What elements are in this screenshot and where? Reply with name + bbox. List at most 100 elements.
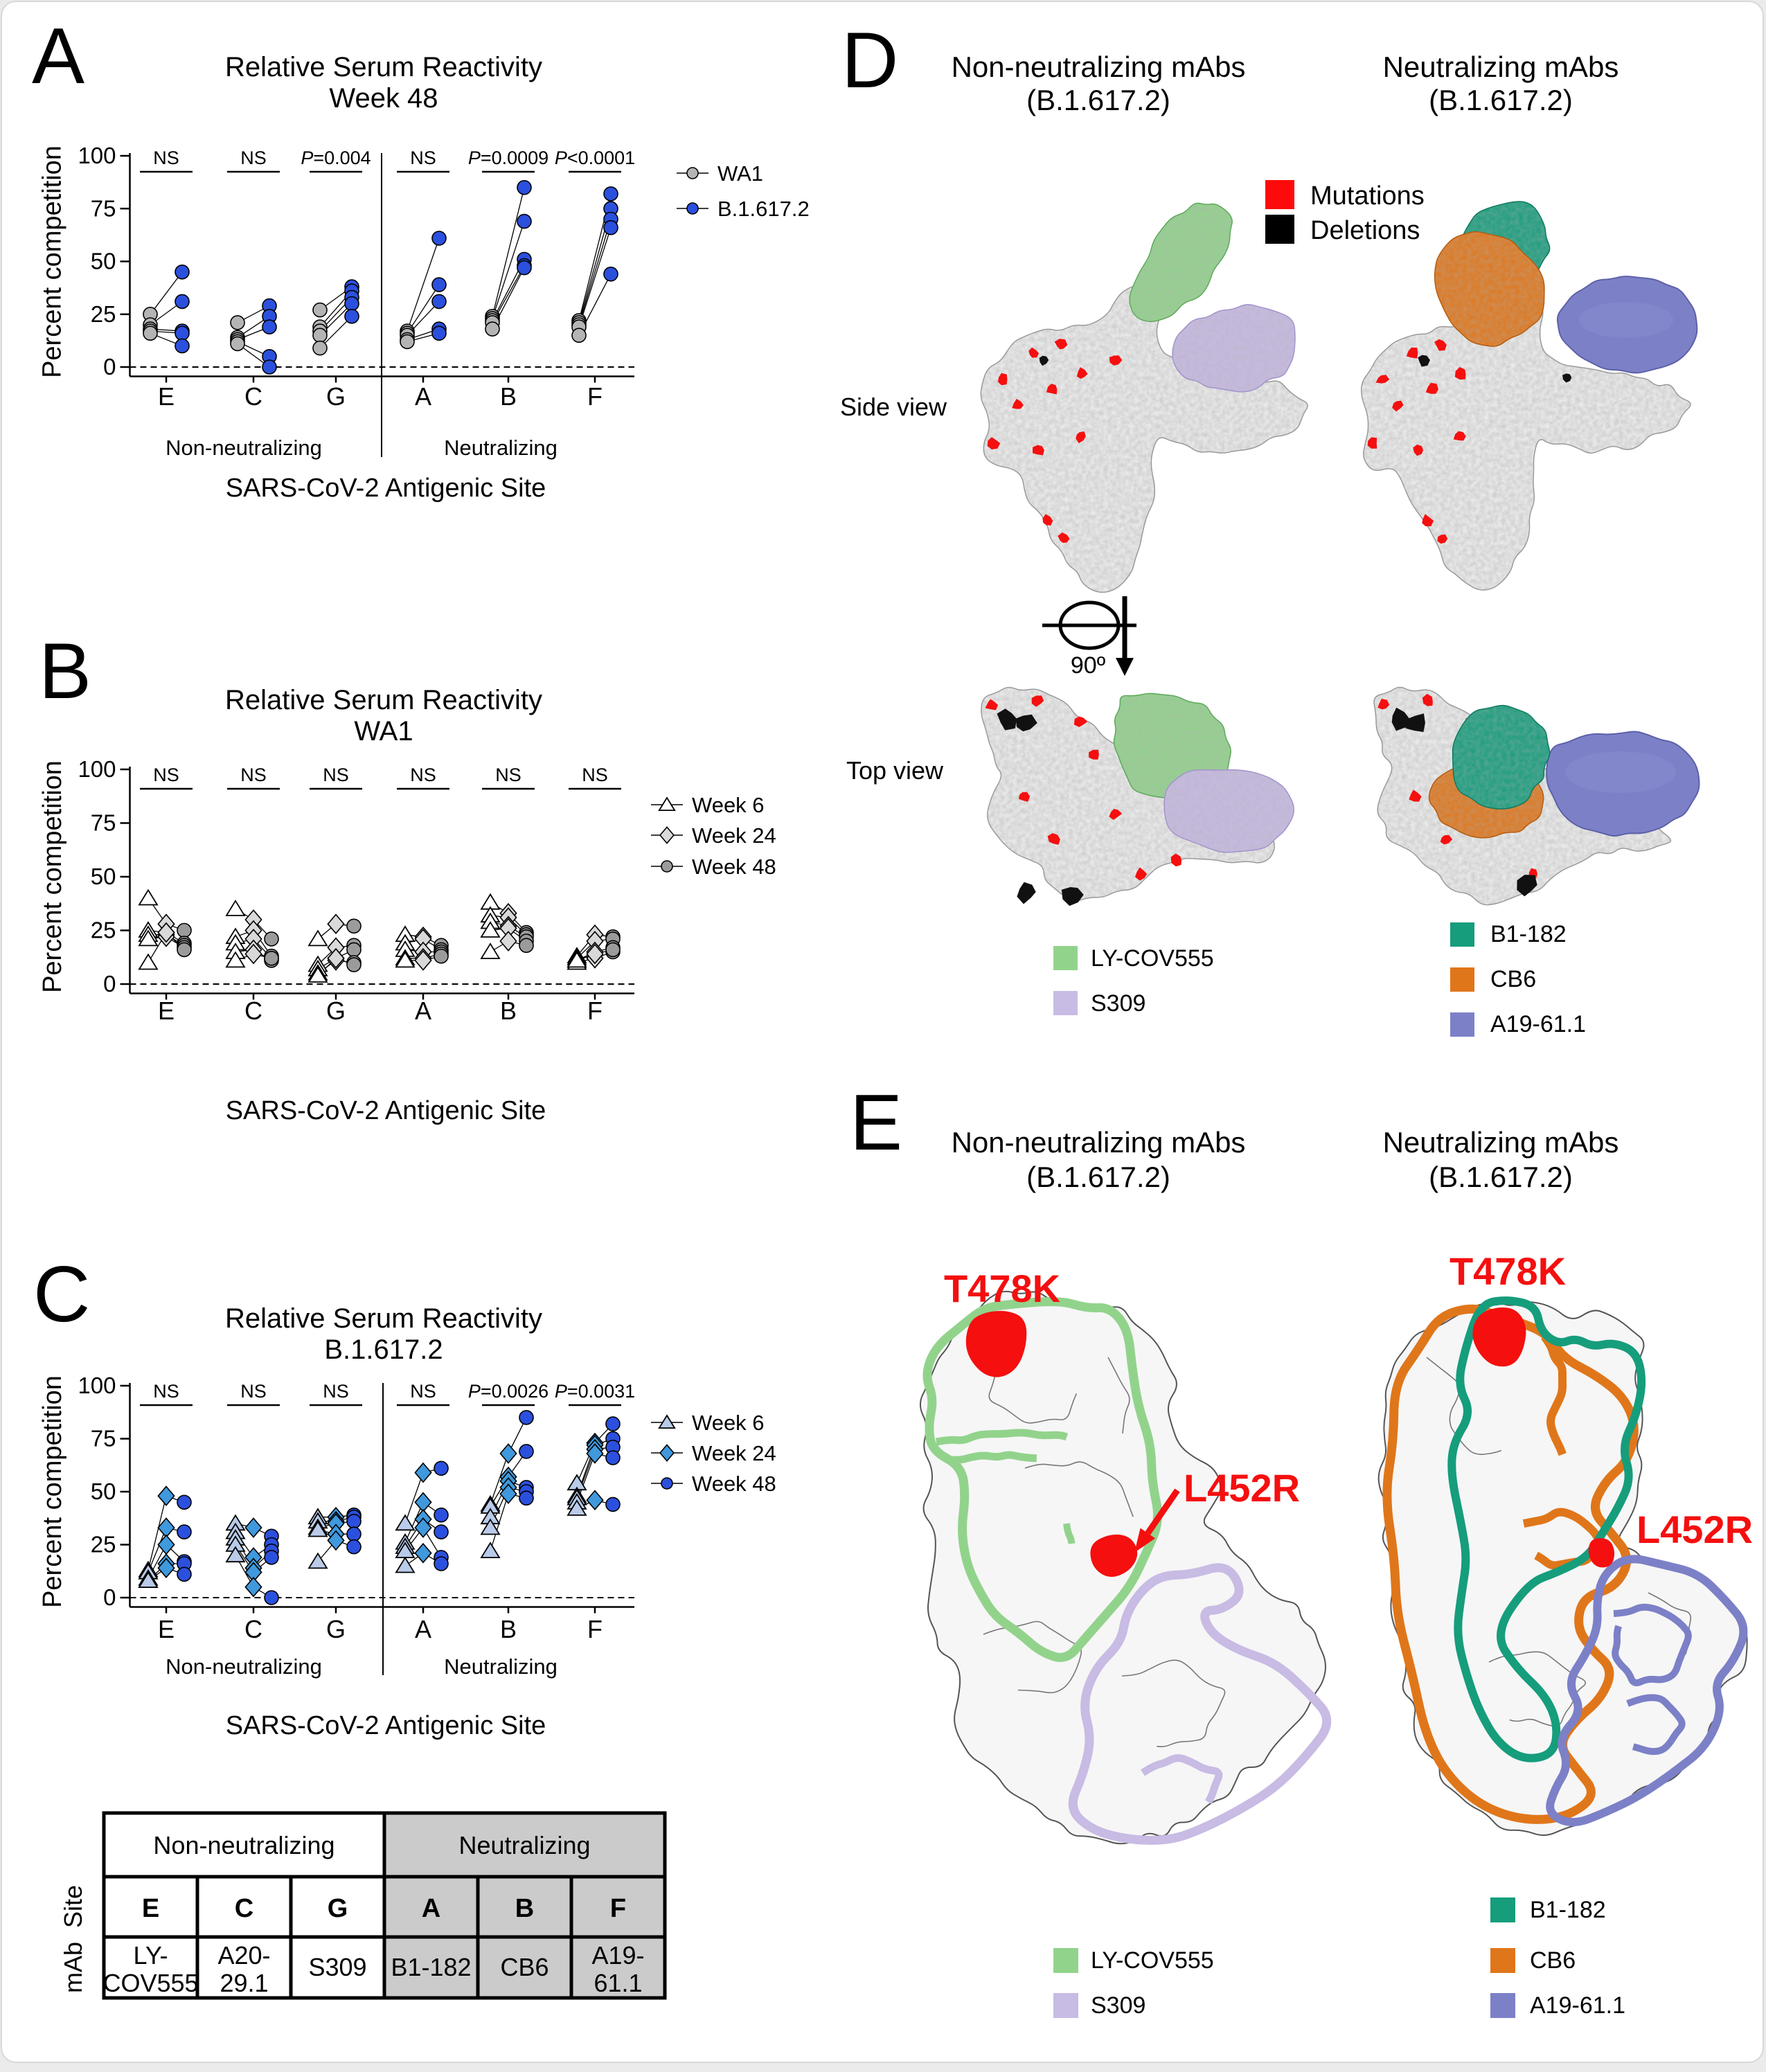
svg-text:NS: NS (323, 1381, 349, 1402)
svg-text:Neutralizing mAbs: Neutralizing mAbs (1383, 51, 1619, 83)
svg-text:G: G (328, 1894, 348, 1923)
svg-text:Side view: Side view (840, 393, 947, 421)
svg-text:100: 100 (78, 1373, 116, 1398)
svg-text:100: 100 (78, 143, 116, 168)
svg-text:Week 48: Week 48 (692, 1472, 776, 1496)
svg-text:S309: S309 (308, 1953, 366, 1981)
svg-text:G: G (326, 1615, 346, 1643)
svg-text:T478K: T478K (944, 1267, 1060, 1310)
svg-text:B1-182: B1-182 (1490, 921, 1567, 947)
svg-text:Mutations: Mutations (1310, 181, 1425, 211)
svg-text:E: E (158, 1615, 175, 1643)
svg-text:25: 25 (91, 1532, 116, 1557)
svg-text:50: 50 (91, 1479, 116, 1504)
svg-text:WA1: WA1 (717, 161, 763, 186)
svg-text:S309: S309 (1091, 990, 1145, 1017)
svg-text:NS: NS (323, 765, 349, 785)
svg-text:G: G (326, 382, 346, 411)
svg-text:Relative Serum Reactivity: Relative Serum Reactivity (225, 52, 542, 82)
svg-text:C: C (33, 1251, 90, 1339)
svg-text:CB6: CB6 (500, 1953, 548, 1981)
svg-text:Week 48: Week 48 (329, 83, 438, 114)
svg-text:CB6: CB6 (1530, 1947, 1576, 1974)
svg-text:B: B (39, 627, 91, 715)
svg-text:NS: NS (582, 765, 608, 785)
svg-text:L452R: L452R (1184, 1466, 1300, 1510)
svg-text:NS: NS (240, 1381, 267, 1402)
svg-text:0: 0 (103, 971, 116, 997)
svg-text:C: C (244, 997, 262, 1025)
svg-text:25: 25 (91, 301, 116, 327)
svg-text:NS: NS (240, 148, 267, 168)
svg-text:Week 6: Week 6 (692, 793, 765, 817)
svg-text:A: A (32, 12, 84, 100)
svg-text:NS: NS (153, 765, 179, 785)
svg-text:WA1: WA1 (354, 716, 413, 747)
svg-text:Relative Serum Reactivity: Relative Serum Reactivity (225, 685, 542, 715)
svg-text:61.1: 61.1 (594, 1969, 642, 1997)
svg-text:P=0.0026: P=0.0026 (468, 1381, 548, 1402)
svg-text:NS: NS (410, 765, 436, 785)
svg-text:E: E (158, 997, 175, 1025)
svg-text:F: F (610, 1894, 626, 1923)
svg-text:S309: S309 (1091, 1992, 1145, 2019)
svg-text:Week 6: Week 6 (692, 1411, 765, 1435)
svg-text:T478K: T478K (1450, 1249, 1566, 1293)
svg-text:A: A (422, 1894, 440, 1923)
svg-text:Deletions: Deletions (1310, 216, 1420, 245)
svg-text:Week 24: Week 24 (692, 1441, 776, 1465)
svg-text:P<0.0001: P<0.0001 (555, 148, 635, 168)
svg-text:NS: NS (153, 148, 179, 168)
svg-text:B: B (515, 1894, 534, 1923)
svg-text:SARS-CoV-2 Antigenic Site: SARS-CoV-2 Antigenic Site (226, 474, 546, 503)
svg-text:Non-neutralizing: Non-neutralizing (153, 1831, 335, 1859)
svg-text:E: E (158, 382, 175, 411)
svg-text:NS: NS (153, 1381, 179, 1402)
svg-text:LY-COV555: LY-COV555 (1091, 945, 1214, 972)
svg-text:P=0.0031: P=0.0031 (555, 1381, 635, 1402)
svg-text:Relative Serum Reactivity: Relative Serum Reactivity (225, 1303, 542, 1334)
svg-text:mAb: mAb (59, 1942, 87, 1993)
svg-text:G: G (326, 997, 346, 1025)
svg-text:A: A (415, 997, 431, 1025)
svg-text:50: 50 (91, 864, 116, 889)
svg-text:P=0.0009: P=0.0009 (468, 148, 548, 168)
svg-text:Top view: Top view (846, 756, 944, 785)
svg-text:NS: NS (410, 1381, 436, 1402)
svg-text:Non-neutralizing mAbs: Non-neutralizing mAbs (952, 51, 1246, 83)
svg-text:LY-: LY- (133, 1941, 168, 1970)
svg-text:NS: NS (495, 765, 521, 785)
svg-text:LY-COV555: LY-COV555 (1091, 1947, 1214, 1974)
svg-text:Neutralizing: Neutralizing (444, 1654, 558, 1679)
svg-text:50: 50 (91, 249, 116, 274)
svg-text:29.1: 29.1 (220, 1969, 268, 1997)
svg-text:0: 0 (103, 354, 116, 379)
svg-text:C: C (244, 382, 262, 411)
svg-text:B: B (500, 382, 517, 411)
svg-text:Neutralizing mAbs: Neutralizing mAbs (1383, 1126, 1619, 1159)
svg-text:A19-: A19- (591, 1941, 644, 1970)
svg-text:C: C (235, 1894, 253, 1923)
svg-text:SARS-CoV-2 Antigenic Site: SARS-CoV-2 Antigenic Site (226, 1096, 546, 1125)
svg-text:SARS-CoV-2 Antigenic Site: SARS-CoV-2 Antigenic Site (226, 1711, 546, 1740)
svg-text:Non-neutralizing: Non-neutralizing (166, 1654, 322, 1679)
svg-text:F: F (587, 1615, 603, 1643)
svg-text:(B.1.617.2): (B.1.617.2) (1429, 1161, 1573, 1193)
svg-text:Non-neutralizing mAbs: Non-neutralizing mAbs (952, 1126, 1246, 1159)
svg-text:B.1.617.2: B.1.617.2 (324, 1334, 443, 1365)
svg-text:CB6: CB6 (1490, 966, 1536, 992)
svg-text:L452R: L452R (1636, 1508, 1753, 1551)
svg-text:F: F (587, 997, 603, 1025)
svg-text:A: A (415, 382, 431, 411)
svg-text:75: 75 (91, 810, 116, 836)
svg-text:(B.1.617.2): (B.1.617.2) (1026, 1161, 1170, 1193)
svg-text:25: 25 (91, 918, 116, 943)
svg-text:C: C (244, 1615, 262, 1643)
svg-text:Percent competition: Percent competition (38, 760, 67, 993)
svg-text:A19-61.1: A19-61.1 (1490, 1011, 1586, 1037)
svg-text:Week 48: Week 48 (692, 855, 776, 879)
svg-text:P=0.004: P=0.004 (301, 148, 371, 168)
svg-text:90º: 90º (1071, 652, 1105, 679)
svg-text:NS: NS (410, 148, 436, 168)
svg-text:B1-182: B1-182 (1530, 1897, 1606, 1923)
